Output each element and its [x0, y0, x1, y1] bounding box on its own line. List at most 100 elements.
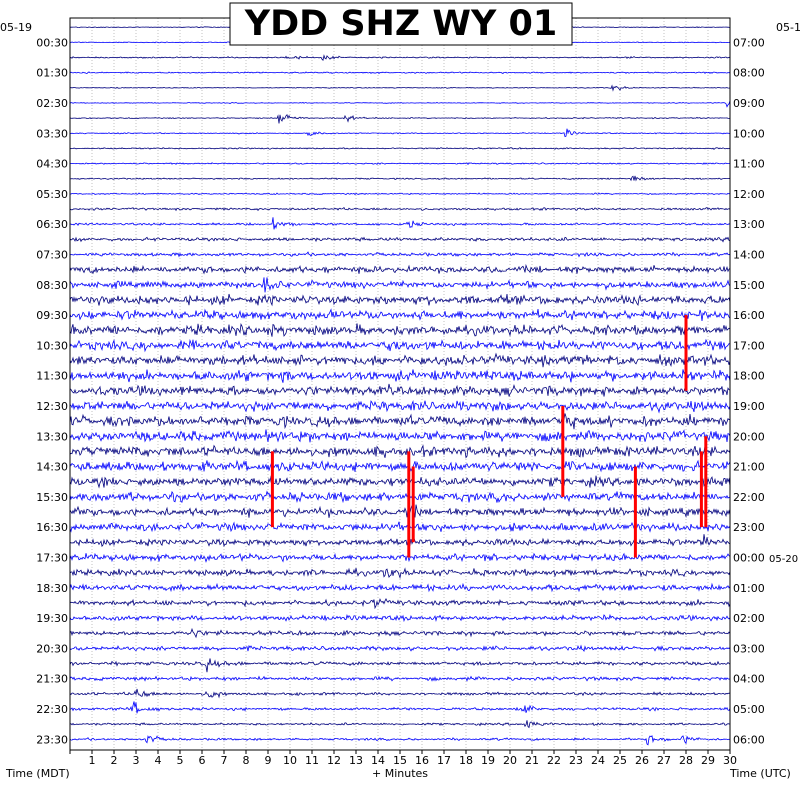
right-date-change-label: 05-20: [769, 554, 798, 565]
seismic-trace: [69, 490, 731, 504]
seismic-trace: [69, 217, 731, 230]
x-tick-label: 6: [199, 754, 206, 767]
right-time-label: 01:00: [733, 582, 765, 595]
right-time-labels: 07:00 08:00 09:00 10:00 11:00 12:00 13:00 14:00…: [733, 36, 765, 746]
x-tick-label: 29: [701, 754, 715, 767]
seismic-trace: [69, 399, 731, 414]
right-time-label: 16:00: [733, 309, 765, 322]
x-tick-label: 24: [591, 754, 605, 767]
seismic-trace: [69, 613, 731, 623]
seismic-trace: [69, 147, 731, 150]
right-time-label: 05:00: [733, 703, 765, 716]
seismic-trace: [69, 338, 731, 353]
right-axis-label: Time (UTC): [729, 767, 791, 780]
seismic-trace: [69, 675, 731, 682]
x-tick-label: 27: [657, 754, 671, 767]
right-time-label: 10:00: [733, 127, 765, 140]
seismic-trace: [70, 84, 731, 92]
right-time-label: 20:00: [733, 430, 765, 443]
left-time-label: 17:30: [36, 551, 68, 564]
seismic-trace: [69, 658, 731, 673]
left-time-label: 01:30: [36, 67, 68, 80]
left-time-label: 13:30: [36, 430, 68, 443]
left-time-label: 03:30: [36, 127, 68, 140]
seismic-trace: [69, 54, 731, 62]
seismic-trace: [69, 688, 731, 699]
right-date-label: 05-1: [776, 21, 800, 34]
x-tick-label: 19: [481, 754, 495, 767]
right-time-label: 18:00: [733, 370, 765, 383]
left-time-label: 12:30: [36, 400, 68, 413]
x-tick-label: 26: [635, 754, 649, 767]
seismic-trace: [69, 293, 731, 307]
right-time-label: 13:00: [733, 218, 765, 231]
x-tick-label: 3: [133, 754, 140, 767]
seismic-trace: [69, 277, 731, 293]
x-tick-label: 7: [221, 754, 228, 767]
seismic-trace: [69, 383, 731, 397]
left-time-label: 10:30: [36, 339, 68, 352]
right-time-label: 22:00: [733, 491, 765, 504]
seismic-trace: [69, 475, 731, 489]
left-time-label: 19:30: [36, 612, 68, 625]
right-time-label: 17:00: [733, 339, 765, 352]
seismic-trace: [69, 413, 731, 430]
right-time-label: 21:00: [733, 461, 765, 474]
x-tick-label: 2: [111, 754, 118, 767]
seismic-trace: [69, 627, 731, 639]
left-time-label: 14:30: [36, 461, 68, 474]
seismic-trace: [69, 352, 731, 368]
seismic-trace: [69, 100, 731, 108]
seismic-trace: [69, 521, 731, 533]
seismic-trace: [69, 236, 731, 243]
clipped-segments: [270, 315, 708, 558]
right-time-label: 04:00: [733, 673, 765, 686]
right-time-label: 00:00: [733, 551, 765, 564]
x-tick-label: 8: [243, 754, 250, 767]
seismic-trace: [69, 444, 731, 459]
left-time-label: 09:30: [36, 309, 68, 322]
x-tick-label: 23: [569, 754, 583, 767]
left-time-label: 02:30: [36, 97, 68, 110]
seismic-trace: [70, 162, 731, 166]
left-time-label: 23:30: [36, 733, 68, 746]
left-time-label: 21:30: [36, 673, 68, 686]
x-tick-label: 17: [437, 754, 451, 767]
seismic-trace: [69, 207, 731, 212]
seismic-trace: [69, 597, 731, 610]
right-time-label: 03:00: [733, 642, 765, 655]
right-time-label: 14:00: [733, 248, 765, 261]
x-axis-ticks: 1 2 3 4 5 6 7 8 9 10 11 12 13 14 15 16 17 18 19 20 21 22 23 24 2…: [69, 750, 737, 767]
x-tick-label: 12: [327, 754, 341, 767]
x-tick-label: 11: [305, 754, 319, 767]
x-tick-label: 15: [393, 754, 407, 767]
right-time-label: 09:00: [733, 97, 765, 110]
seismic-trace: [69, 567, 731, 580]
right-time-label: 15:00: [733, 279, 765, 292]
x-tick-label: 10: [283, 754, 297, 767]
left-time-label: 07:30: [36, 248, 68, 261]
left-time-label: 22:30: [36, 703, 68, 716]
right-time-label: 23:00: [733, 521, 765, 534]
seismic-trace: [69, 552, 731, 563]
left-time-label: 00:30: [36, 36, 68, 49]
seismic-trace: [69, 582, 731, 593]
right-time-label: 07:00: [733, 36, 765, 49]
x-tick-label: 14: [371, 754, 385, 767]
x-tick-label: 9: [265, 754, 272, 767]
x-tick-label: 4: [155, 754, 162, 767]
left-time-label: 05:30: [36, 188, 68, 201]
seismic-trace: [69, 114, 731, 124]
seismic-trace: [69, 71, 731, 75]
left-date-label: 05-19: [0, 21, 32, 34]
seismic-trace: [69, 322, 731, 337]
x-tick-label: 20: [503, 754, 517, 767]
left-time-label: 04:30: [36, 158, 68, 171]
seismic-trace: [69, 369, 731, 383]
seismic-trace: [69, 720, 731, 729]
left-time-label: 20:30: [36, 642, 68, 655]
seismic-trace: [70, 251, 731, 258]
title-box: [229, 2, 573, 46]
x-tick-label: 5: [177, 754, 184, 767]
